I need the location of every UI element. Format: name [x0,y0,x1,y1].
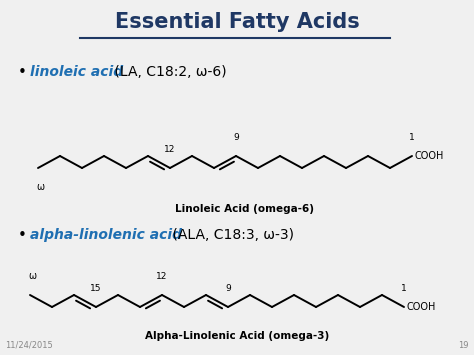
Text: 1: 1 [401,284,407,293]
Text: •: • [18,65,27,80]
Text: 11/24/2015: 11/24/2015 [5,341,53,350]
Text: linoleic acid: linoleic acid [30,65,123,79]
Text: (ALA, C18:3, ω-3): (ALA, C18:3, ω-3) [168,228,294,242]
Text: 1: 1 [409,133,415,142]
Text: COOH: COOH [415,151,444,161]
Text: 12: 12 [164,145,176,154]
Text: 12: 12 [156,272,168,281]
Text: 15: 15 [90,284,102,293]
Text: ω: ω [28,271,36,281]
Text: 9: 9 [225,284,231,293]
Text: 9: 9 [233,133,239,142]
Text: ω: ω [36,182,44,192]
Text: Linoleic Acid (omega-6): Linoleic Acid (omega-6) [175,204,315,214]
Text: 19: 19 [458,341,469,350]
Text: COOH: COOH [407,302,437,312]
Text: alpha-linolenic acid: alpha-linolenic acid [30,228,182,242]
Text: Essential Fatty Acids: Essential Fatty Acids [115,12,359,32]
Text: (LA, C18:2, ω-6): (LA, C18:2, ω-6) [110,65,227,79]
Text: •: • [18,228,27,243]
Text: Alpha-Linolenic Acid (omega-3): Alpha-Linolenic Acid (omega-3) [145,331,329,341]
